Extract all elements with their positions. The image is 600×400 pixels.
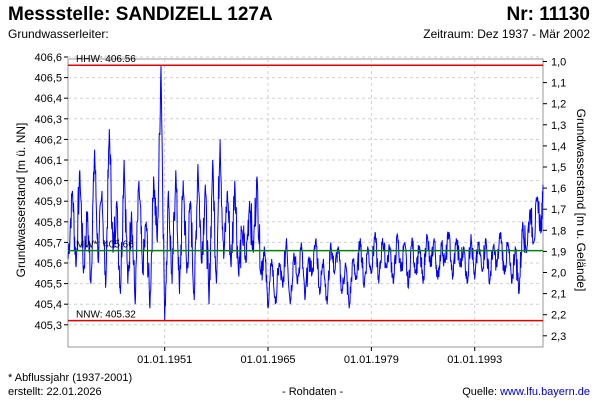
series-line-groundwater: [67, 65, 544, 321]
x-tick-label: 01.01.1979: [344, 354, 399, 366]
period-label: Zeitraum: Dez 1937 - Mär 2002: [423, 27, 590, 41]
y2-tick-label: 1,5: [551, 162, 566, 174]
y-tick-label: 406,0: [34, 176, 62, 188]
y2-tick-label: 1,0: [551, 57, 566, 69]
y2-tick-label: 1,4: [551, 141, 566, 153]
y2-axis-label: Grundwasserstand [m u. Gelände]: [574, 109, 588, 292]
y-tick-label: 406,2: [34, 134, 62, 146]
y-tick-label: 406,5: [34, 73, 62, 85]
nnw-line-label: NNW: 405.32: [76, 310, 136, 321]
y2-tick-label: 2,2: [551, 310, 566, 322]
y-tick-label: 406,3: [34, 114, 62, 126]
y2-tick-label: 1,9: [551, 246, 566, 258]
y-tick-label: 405,4: [34, 299, 62, 311]
y2-tick-label: 1,8: [551, 225, 566, 237]
axes: 406,6 406,5 406,4 406,3 406,2 406,1 406,0 405,9…: [34, 52, 566, 366]
y2-tick-label: 1,3: [551, 120, 566, 132]
y2-tick-label: 1,7: [551, 204, 566, 216]
footnote: * Abflussjahr (1937-2001): [8, 372, 133, 384]
reference-lines: HHW: 406.56 MW*: 405.66 NNW: 405.32: [68, 54, 543, 322]
x-tick-label: 01.01.1965: [241, 354, 296, 366]
y-tick-label: 406,1: [34, 155, 62, 167]
mw-line-label: MW*: 405.66: [76, 240, 134, 251]
x-tick-label: 01.01.1951: [137, 354, 192, 366]
station-number: Nr: 11130: [506, 4, 590, 25]
y2-tick-label: 1,1: [551, 78, 566, 90]
y-tick-label: 405,5: [34, 279, 62, 291]
grid: [68, 56, 543, 347]
aquifer-label: Grundwasserleiter:: [8, 27, 109, 41]
source-label: Quelle:: [462, 386, 501, 398]
y-tick-label: 406,6: [34, 52, 62, 64]
source: Quelle: www.lfu.bayern.de: [462, 386, 590, 398]
y-tick-label: 405,7: [34, 237, 62, 249]
y-tick-label: 405,9: [34, 196, 62, 208]
y-tick-label: 405,6: [34, 258, 62, 270]
y-tick-label: 406,4: [34, 93, 62, 105]
source-link[interactable]: www.lfu.bayern.de: [500, 386, 590, 398]
y2-tick-label: 2,0: [551, 268, 566, 280]
y2-tick-label: 2,3: [551, 331, 566, 343]
y-tick-label: 405,3: [34, 320, 62, 332]
hhw-line-label: HHW: 406.56: [76, 54, 136, 65]
y2-tick-label: 1,2: [551, 99, 566, 111]
created-date: erstellt: 22.01.2026: [8, 386, 102, 398]
y-tick-label: 405,8: [34, 217, 62, 229]
y2-tick-label: 1,6: [551, 183, 566, 195]
series-layer: [67, 65, 544, 321]
station-title: Messstelle: SANDIZELL 127A: [8, 4, 273, 25]
raw-data-label: - Rohdaten -: [282, 386, 344, 398]
y-axis-label: Grundwasserstand [m ü. NN]: [14, 123, 28, 278]
y2-tick-label: 2,1: [551, 289, 566, 301]
x-tick-label: 01.01.1993: [447, 354, 502, 366]
